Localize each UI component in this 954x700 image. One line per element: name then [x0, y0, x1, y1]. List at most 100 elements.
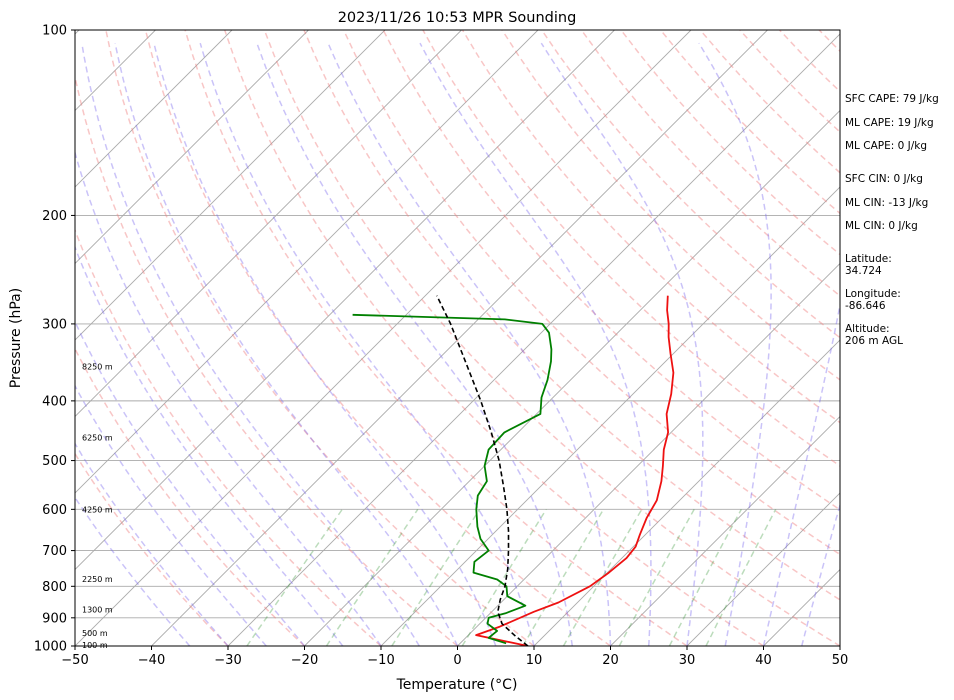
dry-adiabat [144, 30, 611, 646]
background-lines [0, 30, 840, 646]
y-tick-label: 700 [42, 544, 67, 559]
y-tick-label: 900 [42, 611, 67, 626]
latitude-value: 34.724 [845, 265, 882, 277]
altitude-value: 206 m AGL [845, 335, 903, 347]
height-label: 8250 m [82, 363, 113, 372]
mixing-ratio-line [325, 508, 419, 646]
mixing-ratio-line [668, 508, 742, 646]
dry-adiabat [75, 73, 458, 646]
y-tick-label: 400 [42, 394, 67, 409]
x-tick-label: 40 [755, 653, 772, 668]
moist-adiabat [256, 42, 574, 646]
sfc-cape-text: SFC CAPE: 79 J/kg [845, 93, 939, 105]
y-axis-ticks: 100 200 300 400 500 600 700 800 900 1000 [34, 24, 75, 655]
height-label: 4250 m [82, 505, 113, 514]
dry-adiabat [263, 30, 840, 646]
x-tick-label: 0 [453, 653, 461, 668]
moist-adiabat [81, 42, 420, 646]
ml-cin-2-text: ML CIN: 0 J/kg [845, 220, 918, 232]
dry-adiabat [223, 30, 764, 646]
dewpoint-profile-line [352, 313, 553, 645]
isotherm-line [304, 109, 840, 646]
x-axis-ticks: −50 −40 −30 −20 −10 0 10 20 30 40 50 [61, 646, 848, 668]
mixing-ratio-line [391, 508, 481, 646]
x-tick-label: −20 [291, 653, 318, 668]
side-panel: SFC CAPE: 79 J/kg ML CAPE: 19 J/kg ML CA… [845, 93, 939, 347]
moist-adiabat [540, 42, 704, 646]
dry-adiabat [422, 30, 840, 467]
x-tick-label: 50 [832, 653, 849, 668]
mixing-ratio-line [562, 508, 643, 646]
y-tick-label: 100 [42, 24, 67, 39]
y-tick-label: 1000 [34, 640, 67, 655]
height-label: 100 m [82, 641, 108, 650]
x-tick-label: −40 [138, 653, 165, 668]
data-lines [352, 295, 675, 646]
isotherm-line [151, 30, 768, 646]
longitude-label: Longitude: [845, 288, 901, 300]
isotherm-line [75, 30, 539, 494]
moist-adiabat [153, 42, 497, 646]
ml-cin-text: ML CIN: -13 J/kg [845, 197, 928, 209]
moist-adiabat [75, 442, 229, 646]
dry-adiabat [105, 30, 535, 646]
dry-adiabat [75, 452, 229, 646]
x-tick-label: 30 [679, 653, 696, 668]
moist-adiabat [75, 150, 382, 646]
y-axis-label: Pressure (hPa) [8, 288, 24, 388]
height-labels: 8250 m 6250 m 4250 m 2250 m 1300 m 500 m 100 m [82, 363, 113, 650]
moist-adiabat [762, 301, 840, 646]
isotherm-line [75, 30, 462, 418]
x-axis-label: Temperature (°C) [396, 677, 518, 693]
moist-adiabat [114, 42, 459, 646]
isotherm-line [75, 30, 692, 646]
dry-adiabat [342, 30, 840, 556]
dry-adiabat [75, 347, 306, 646]
moist-adiabat [75, 245, 344, 646]
dry-adiabat [75, 228, 382, 646]
x-tick-label: −50 [61, 653, 88, 668]
moist-adiabat [698, 42, 772, 646]
parcel-profile-line [436, 295, 529, 646]
ml-cape-2-text: ML CAPE: 0 J/kg [845, 140, 927, 152]
moist-adiabat [199, 42, 535, 646]
dry-adiabat [303, 30, 840, 601]
mixing-ratio-line [461, 508, 547, 646]
moist-adiabat [327, 42, 612, 646]
mixing-ratio-line [522, 508, 605, 646]
ml-cape-text: ML CAPE: 19 J/kg [845, 117, 934, 129]
dry-adiabat [580, 30, 840, 297]
isotherm-line [686, 492, 840, 646]
latitude-label: Latitude: [845, 253, 892, 265]
height-label: 2250 m [82, 575, 113, 584]
isotherm-line [75, 30, 386, 341]
y-tick-label: 300 [42, 317, 67, 332]
isotherm-line [75, 30, 309, 265]
height-label: 6250 m [82, 434, 113, 443]
x-tick-label: 20 [602, 653, 619, 668]
y-tick-label: 200 [42, 209, 67, 224]
longitude-value: -86.646 [845, 300, 886, 312]
height-label: 500 m [82, 629, 108, 638]
altitude-label: Altitude: [845, 323, 890, 335]
moist-adiabat [75, 319, 306, 646]
dry-adiabat [184, 30, 688, 646]
isotherm-line [227, 33, 840, 646]
mixing-ratio-line [246, 508, 343, 646]
temperature-profile-line [475, 295, 675, 646]
height-label: 1300 m [82, 605, 113, 614]
y-tick-label: 800 [42, 580, 67, 595]
plot-frame [74, 29, 841, 647]
moist-adiabat [419, 42, 652, 646]
mixing-ratio-line [618, 508, 695, 646]
x-tick-label: −10 [367, 653, 394, 668]
moist-adiabat [75, 384, 267, 646]
isotherm-line [0, 30, 3, 646]
dry-adiabat [382, 30, 840, 511]
x-tick-label: 10 [526, 653, 543, 668]
isotherm-line [610, 415, 840, 646]
moist-adiabat [801, 502, 840, 646]
x-tick-label: −30 [214, 653, 241, 668]
sfc-cin-text: SFC CIN: 0 J/kg [845, 173, 923, 185]
